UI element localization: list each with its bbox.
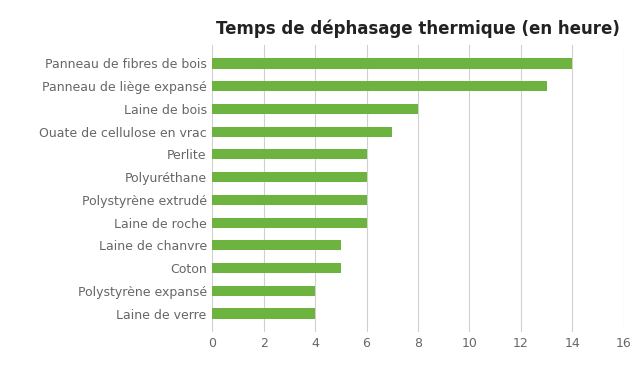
Bar <box>212 149 367 159</box>
Bar <box>212 127 392 137</box>
Bar <box>212 172 367 182</box>
Title: Temps de déphasage thermique (en heure): Temps de déphasage thermique (en heure) <box>216 20 620 38</box>
Bar <box>212 308 315 319</box>
Bar <box>212 218 367 228</box>
Bar <box>212 58 572 69</box>
Bar <box>212 81 547 91</box>
Bar <box>212 104 418 114</box>
Bar <box>212 240 341 250</box>
Bar <box>212 263 341 273</box>
Bar <box>212 195 367 205</box>
Bar <box>212 286 315 296</box>
